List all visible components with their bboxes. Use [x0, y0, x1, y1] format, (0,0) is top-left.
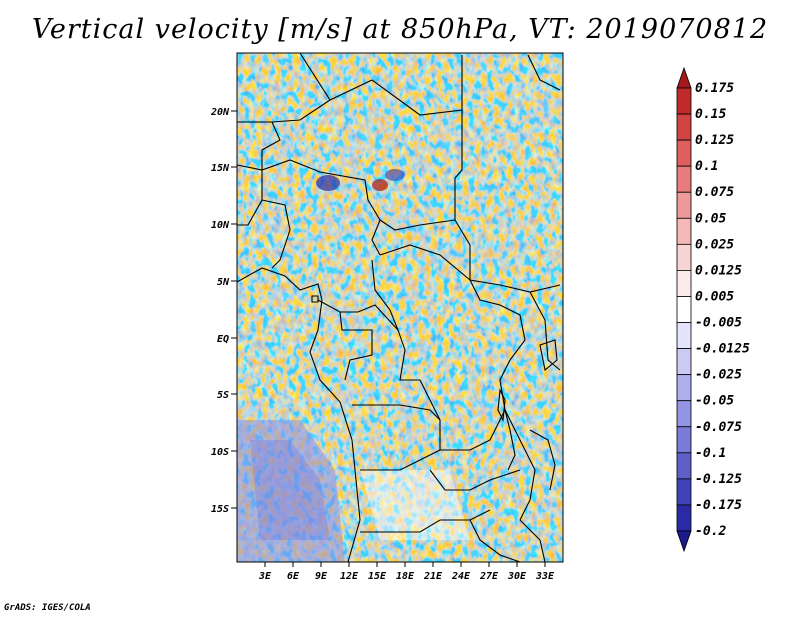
latitude-axis	[231, 110, 237, 509]
colorbar-segment	[676, 504, 692, 532]
lat-label-10s: 10S	[211, 447, 229, 458]
colorbar-label: 0.125	[695, 133, 734, 148]
colorbar-segment	[676, 87, 692, 115]
colorbar-label: -0.025	[695, 368, 742, 383]
lat-label-10n: 10N	[211, 220, 230, 231]
lat-label-15s: 15S	[211, 504, 229, 515]
lon-label-9e: 9E	[315, 571, 328, 582]
lat-label-20n: 20N	[210, 107, 230, 118]
colorbar-label: -0.05	[695, 394, 734, 409]
lat-label-eq: EQ	[217, 334, 229, 345]
lon-label-24e: 24E	[451, 571, 471, 582]
colorbar-segment	[676, 400, 692, 428]
lon-label-12e: 12E	[340, 571, 359, 582]
colorbar-min-triangle	[676, 530, 692, 553]
colorbar-segment	[676, 243, 692, 271]
colorbar-label: -0.175	[695, 498, 742, 513]
longitude-axis	[264, 562, 546, 567]
colorbar-segment	[676, 165, 692, 193]
colorbar-label: 0.005	[695, 289, 734, 304]
colorbar-label: -0.0125	[695, 342, 750, 357]
colorbar-segment	[676, 139, 692, 167]
credit-label: GrADS: IGES/COLA	[4, 603, 91, 613]
colorbar-label: -0.2	[695, 524, 726, 539]
lon-label-6e: 6E	[287, 571, 300, 582]
lat-label-5n: 5N	[217, 277, 230, 288]
colorbar-label: 0.1	[695, 159, 718, 174]
colorbar-label: 0.15	[695, 107, 726, 122]
colorbar-segment	[676, 478, 692, 506]
lon-label-30e: 30E	[507, 571, 527, 582]
colorbar-label: 0.0125	[695, 263, 742, 278]
lat-label-15n: 15N	[211, 163, 230, 174]
colorbar-label: -0.1	[695, 446, 726, 461]
colorbar-label: -0.125	[695, 472, 742, 487]
colorbar-segment	[676, 296, 692, 323]
colorbar-segment	[676, 113, 692, 141]
colorbar-segment	[676, 452, 692, 480]
lon-label-18e: 18E	[396, 571, 415, 582]
colorbar-segment	[676, 374, 692, 402]
map-title: Vertical velocity [m/s] at 850hPa, VT: 2…	[31, 14, 769, 45]
lon-label-21e: 21E	[423, 571, 443, 582]
country-borders	[237, 53, 561, 562]
colorbar-segment	[676, 217, 692, 245]
colorbar-segment	[676, 322, 692, 349]
colorbar-segment	[676, 426, 692, 454]
colorbar-label: 0.025	[695, 237, 734, 252]
lon-label-3e: 3E	[258, 571, 272, 582]
lat-label-5s: 5S	[217, 390, 229, 401]
lon-label-33e: 33E	[535, 571, 555, 582]
colorbar-max-triangle	[676, 66, 692, 89]
colorbar-segment	[676, 270, 692, 297]
colorbar-label: 0.075	[695, 185, 734, 200]
colorbar-segment	[676, 348, 692, 376]
colorbar: 0.175 0.15 0.125 0.1 0.075 0.05 0.025 0.0125 0.0…	[676, 66, 750, 553]
lon-label-15e: 15E	[368, 571, 387, 582]
map-frame	[236, 52, 564, 563]
vertical-velocity-field	[237, 53, 563, 562]
colorbar-segment	[676, 191, 692, 219]
colorbar-label: -0.005	[695, 316, 742, 331]
colorbar-label: 0.175	[695, 81, 734, 96]
colorbar-label: -0.075	[695, 420, 742, 435]
colorbar-label: 0.05	[695, 211, 726, 226]
lon-label-27e: 27E	[479, 571, 499, 582]
